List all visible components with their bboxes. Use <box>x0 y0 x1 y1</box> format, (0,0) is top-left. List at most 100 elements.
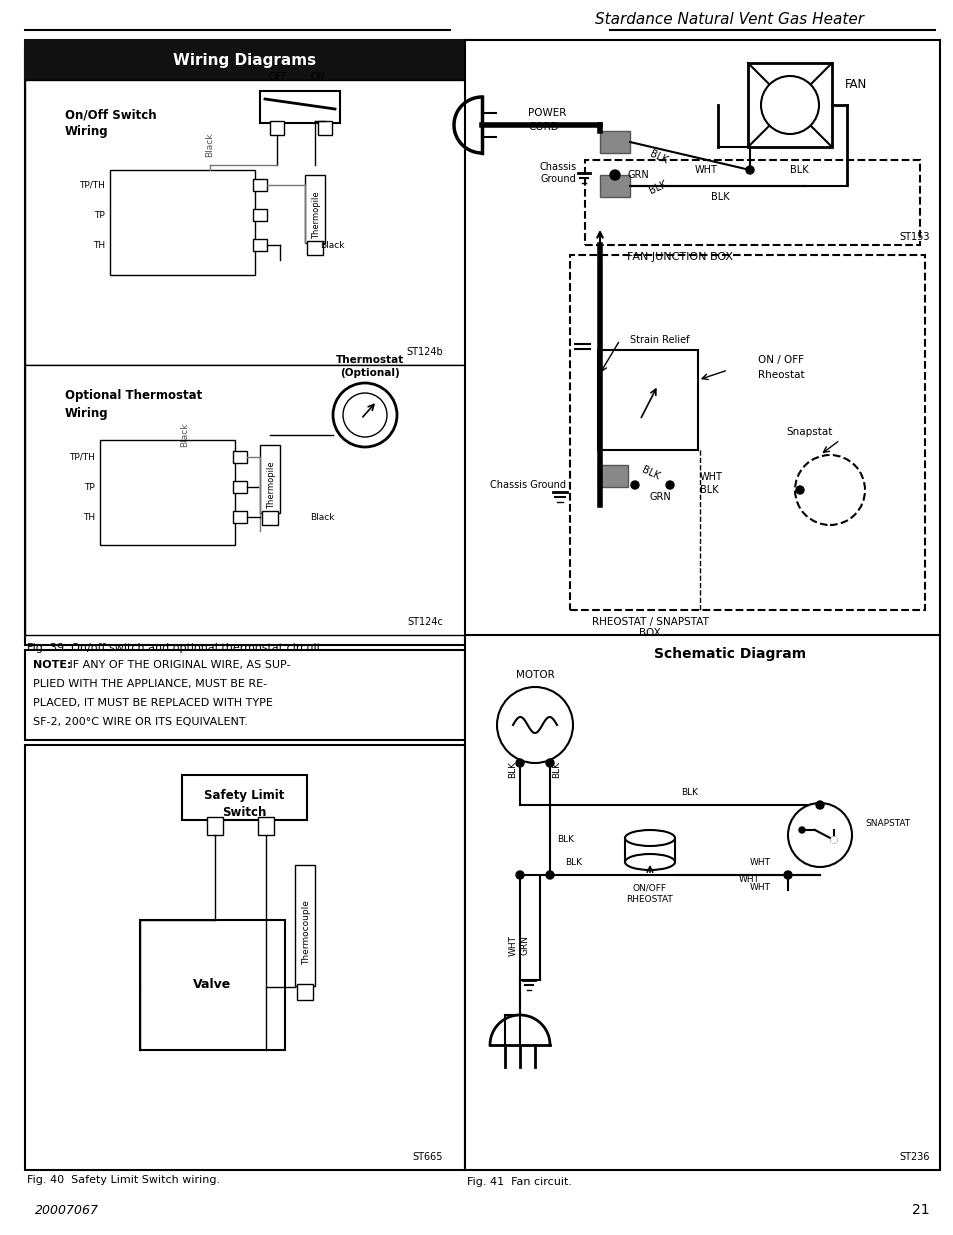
Text: Chassis: Chassis <box>538 162 576 172</box>
Text: TP: TP <box>94 210 105 220</box>
Text: WHT: WHT <box>739 876 760 884</box>
Text: On/Off Switch: On/Off Switch <box>65 109 156 121</box>
Text: ON/OFF: ON/OFF <box>633 883 666 893</box>
Text: Black: Black <box>205 132 214 157</box>
Bar <box>25 49 464 645</box>
Text: Thermopile: Thermopile <box>267 461 276 509</box>
Bar <box>253 209 267 221</box>
Circle shape <box>497 687 573 763</box>
Text: RHEOSTAT: RHEOSTAT <box>626 895 673 904</box>
Bar <box>624 839 675 862</box>
Text: BLK: BLK <box>647 179 668 195</box>
Text: ON / OFF: ON / OFF <box>758 354 803 366</box>
Text: BLK: BLK <box>680 788 698 797</box>
Text: WHT: WHT <box>508 935 517 956</box>
Text: WHT: WHT <box>700 472 722 482</box>
Bar <box>305 175 325 243</box>
Text: SF-2, 200°C WIRE OR ITS EQUIVALENT.: SF-2, 200°C WIRE OR ITS EQUIVALENT. <box>33 718 248 727</box>
Circle shape <box>545 871 554 879</box>
Text: 21: 21 <box>911 1203 929 1216</box>
Bar <box>257 818 274 835</box>
Text: OFF: OFF <box>269 72 287 82</box>
Text: TH: TH <box>92 241 105 249</box>
Text: BLK: BLK <box>710 191 728 203</box>
Text: Wiring: Wiring <box>65 406 109 420</box>
Text: Snapstat: Snapstat <box>786 427 832 437</box>
Bar <box>233 511 247 522</box>
Text: Black: Black <box>180 422 190 447</box>
Bar <box>262 511 277 525</box>
Text: Ground: Ground <box>539 174 576 184</box>
Bar <box>207 818 223 835</box>
Text: Thermostat: Thermostat <box>335 354 404 366</box>
Bar <box>599 131 629 153</box>
Text: Strain Relief: Strain Relief <box>629 335 689 345</box>
Text: Thermopile: Thermopile <box>313 191 321 238</box>
Circle shape <box>545 760 554 767</box>
Text: BLK: BLK <box>557 835 574 844</box>
Bar <box>569 254 924 610</box>
Text: BOX: BOX <box>639 629 660 638</box>
Bar <box>233 451 247 463</box>
Circle shape <box>799 827 804 832</box>
Bar <box>182 776 307 820</box>
Circle shape <box>630 480 639 489</box>
Text: GRN: GRN <box>627 170 649 180</box>
Bar <box>110 170 254 275</box>
Text: BLK: BLK <box>647 148 668 165</box>
Circle shape <box>745 165 753 174</box>
Text: TP/TH: TP/TH <box>69 452 95 462</box>
Text: TP: TP <box>84 483 95 492</box>
Bar <box>296 984 313 1000</box>
Text: BLK: BLK <box>639 464 660 482</box>
Text: WHT: WHT <box>749 883 770 892</box>
Text: ST236: ST236 <box>899 1152 929 1162</box>
Bar <box>260 91 339 124</box>
Text: Stardance Natural Vent Gas Heater: Stardance Natural Vent Gas Heater <box>595 11 863 26</box>
Text: ST153: ST153 <box>899 232 929 242</box>
Text: Black: Black <box>319 241 344 249</box>
Bar <box>140 920 285 1050</box>
Text: Optional Thermostat: Optional Thermostat <box>65 389 202 401</box>
Circle shape <box>794 454 864 525</box>
Text: Fig. 39  On/off switch and optional thermostat circuit.: Fig. 39 On/off switch and optional therm… <box>27 643 324 653</box>
Text: Switch: Switch <box>222 805 266 819</box>
Text: ST124b: ST124b <box>406 347 442 357</box>
Text: NOTE:: NOTE: <box>33 659 71 671</box>
Bar <box>25 366 464 635</box>
Bar <box>100 440 234 545</box>
Text: SNAPSTAT: SNAPSTAT <box>864 819 909 827</box>
Circle shape <box>665 480 673 489</box>
Text: BLK: BLK <box>508 762 517 778</box>
Text: TP/TH: TP/TH <box>79 180 105 189</box>
Text: RHEOSTAT / SNAPSTAT: RHEOSTAT / SNAPSTAT <box>591 618 708 627</box>
Bar <box>253 179 267 191</box>
Text: Valve: Valve <box>193 978 231 992</box>
Text: ON: ON <box>310 72 325 82</box>
Text: ST124c: ST124c <box>407 618 442 627</box>
Text: ST665: ST665 <box>412 1152 442 1162</box>
Text: GRN: GRN <box>520 935 529 955</box>
Bar <box>25 80 464 366</box>
Ellipse shape <box>624 830 675 846</box>
Circle shape <box>760 77 818 135</box>
Text: POWER: POWER <box>527 107 566 119</box>
Text: BLK: BLK <box>552 762 561 778</box>
Ellipse shape <box>624 853 675 869</box>
Text: BLK: BLK <box>700 485 718 495</box>
Text: GRN: GRN <box>649 492 671 501</box>
Circle shape <box>830 837 836 844</box>
Circle shape <box>343 393 387 437</box>
Circle shape <box>795 487 803 494</box>
Bar <box>270 121 284 135</box>
Bar <box>317 121 332 135</box>
Text: MOTOR: MOTOR <box>515 671 554 680</box>
Bar <box>25 650 464 740</box>
Bar <box>25 40 464 80</box>
Text: WHT: WHT <box>695 165 718 175</box>
Bar <box>307 241 323 254</box>
Circle shape <box>333 383 396 447</box>
Text: TH: TH <box>83 513 95 521</box>
Text: Fig. 40  Safety Limit Switch wiring.: Fig. 40 Safety Limit Switch wiring. <box>27 1174 220 1186</box>
Text: CORD: CORD <box>527 122 558 132</box>
